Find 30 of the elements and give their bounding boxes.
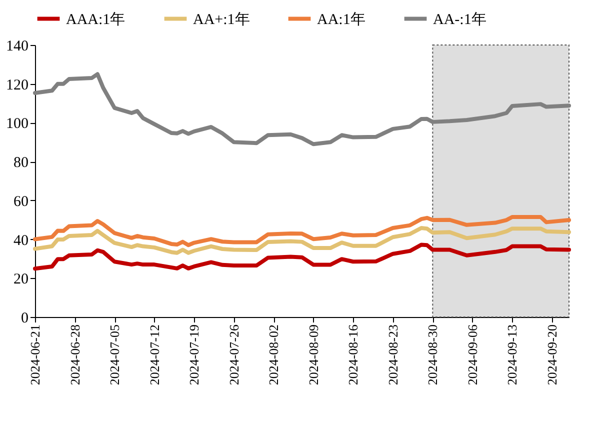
- line-series: [33, 72, 571, 146]
- x-tick-label: 2024-06-28: [67, 324, 82, 386]
- x-tick-label: 2024-08-23: [385, 324, 400, 386]
- y-tick-label: 100: [6, 116, 28, 132]
- legend-label: AA:1年: [317, 10, 366, 28]
- x-tick-label: 2024-07-19: [186, 324, 202, 386]
- x-tick-label: 2024-07-26: [226, 324, 242, 386]
- x-tick-label: 2024-06-21: [28, 324, 42, 386]
- line-series: [33, 226, 571, 255]
- line-series: [33, 242, 571, 271]
- y-tick-label: 60: [14, 194, 28, 210]
- x-tick-label: 2024-07-12: [146, 324, 162, 386]
- y-tick-label: 80: [14, 155, 28, 172]
- x-tick-label: 2024-08-16: [346, 324, 361, 386]
- y-tick-label: 120: [6, 77, 28, 94]
- legend-label: AA+:1年: [193, 10, 250, 28]
- x-tick-label: 2024-09-20: [544, 324, 560, 386]
- x-tick-label: 2024-09-13: [504, 324, 520, 386]
- y-tick-label: 140: [6, 38, 28, 54]
- x-tick-label: 2024-08-09: [306, 324, 321, 386]
- y-tick-label: 40: [14, 232, 28, 249]
- line-series: [33, 214, 571, 248]
- x-tick-label: 2024-08-30: [425, 324, 440, 386]
- y-tick-label: 0: [21, 310, 28, 326]
- y-tick-label: 20: [14, 272, 28, 288]
- legend-label: AAA:1年: [66, 10, 126, 28]
- x-tick-label: 2024-09-06: [464, 324, 480, 386]
- x-tick-label: 2024-07-05: [107, 324, 122, 386]
- x-tick-label: 2024-08-02: [266, 324, 282, 386]
- legend-label: AA-:1年: [433, 10, 486, 28]
